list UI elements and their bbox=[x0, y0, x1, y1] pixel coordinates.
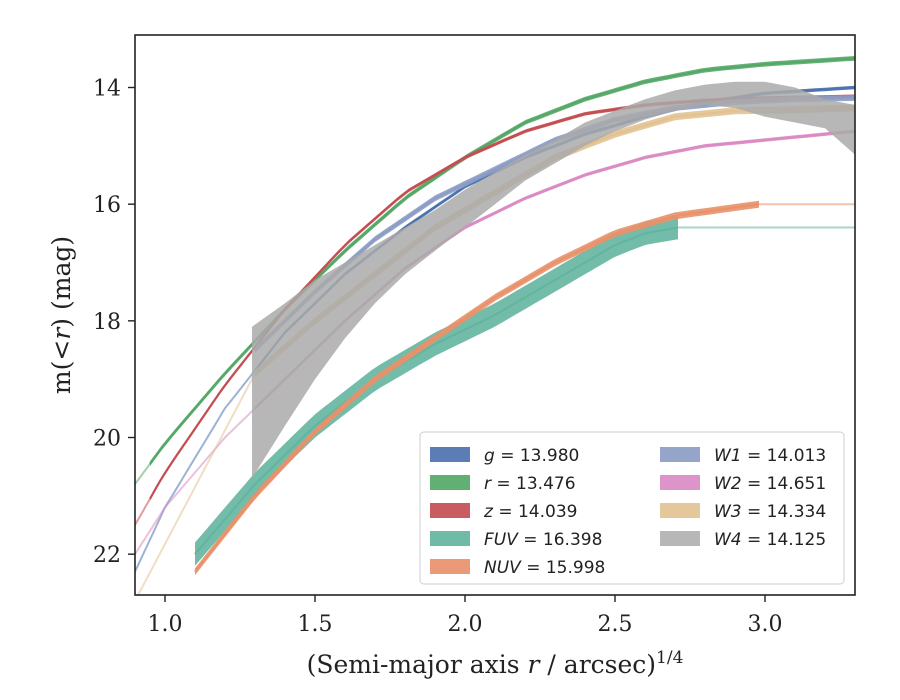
x-axis-label-var: r bbox=[528, 650, 542, 679]
legend-swatch bbox=[660, 503, 700, 518]
legend-entry-w2: W2 = 14.651 bbox=[660, 474, 826, 494]
legend-swatch bbox=[660, 531, 700, 546]
y-tick-label: 22 bbox=[93, 543, 121, 568]
series-nuv bbox=[194, 200, 855, 576]
legend-entry-z: z = 14.039 bbox=[430, 502, 577, 522]
legend-label: FUV = 16.398 bbox=[484, 530, 602, 550]
series-layer bbox=[135, 56, 855, 595]
x-tick-label: 1.5 bbox=[298, 612, 333, 637]
series-z-extrap-start bbox=[135, 498, 151, 526]
legend-entry-w3: W3 = 14.334 bbox=[660, 502, 826, 522]
legend-entry-nuv: NUV = 15.998 bbox=[430, 558, 605, 578]
legend-box bbox=[419, 431, 845, 585]
x-tick-label: 1.0 bbox=[148, 612, 183, 637]
series-w2-extrap-start bbox=[135, 407, 256, 555]
legend-swatch bbox=[430, 447, 470, 462]
series-nuv-line bbox=[194, 203, 760, 573]
legend-swatch bbox=[430, 531, 470, 546]
series-fuv bbox=[194, 215, 855, 566]
legend-entry-r: r = 13.476 bbox=[430, 474, 576, 494]
x-axis-label-sup: 1/4 bbox=[656, 648, 683, 668]
x-tick-label: 2.0 bbox=[448, 612, 483, 637]
x-tick-label: 2.5 bbox=[598, 612, 633, 637]
x-axis-label-rest: / arcsec) bbox=[539, 650, 656, 679]
y-tick-label: 14 bbox=[93, 77, 121, 102]
series-fuv-band bbox=[195, 215, 678, 566]
legend-label: W2 = 14.651 bbox=[714, 474, 826, 494]
legend-swatch bbox=[430, 559, 470, 574]
x-axis-label: (Semi-major axis r / arcsec)1/4 bbox=[307, 648, 684, 679]
legend-label: NUV = 15.998 bbox=[484, 558, 605, 578]
y-tick-label: 18 bbox=[93, 310, 121, 335]
legend-swatch bbox=[430, 503, 470, 518]
series-r-extrap-start bbox=[135, 463, 151, 485]
x-tick-label: 3.0 bbox=[748, 612, 783, 637]
legend-swatch bbox=[660, 447, 700, 462]
series-w4 bbox=[252, 81, 855, 479]
legend-label: g = 13.980 bbox=[484, 446, 579, 466]
plot-frame bbox=[134, 34, 856, 596]
y-axis-label: m(<r) (mag) bbox=[47, 236, 76, 394]
y-axis-label-var: r bbox=[47, 326, 76, 340]
legend-label: W4 = 14.125 bbox=[714, 530, 826, 550]
legend-label: W1 = 14.013 bbox=[714, 446, 826, 466]
legend-label: r = 13.476 bbox=[484, 474, 576, 494]
series-w4-band bbox=[252, 81, 855, 479]
legend: g = 13.980 r = 13.476 z = 14.039 FUV = 16.3… bbox=[419, 431, 845, 585]
y-axis-label-rest: ) (mag) bbox=[47, 236, 76, 328]
legend-label: z = 14.039 bbox=[483, 502, 577, 522]
legend-entry-w1: W1 = 14.013 bbox=[660, 446, 826, 466]
legend-entry-fuv: FUV = 16.398 bbox=[430, 530, 602, 550]
series-g-extrap-start bbox=[135, 369, 256, 573]
ticks-layer: 1.0 1.5 2.0 2.5 3.0 14 16 18 20 22 bbox=[93, 77, 783, 638]
series-w3-extrap-start bbox=[136, 372, 256, 595]
series-fuv-line bbox=[194, 226, 679, 555]
legend-swatch bbox=[430, 475, 470, 490]
y-axis-label-main: m(< bbox=[47, 340, 76, 394]
legend-label: W3 = 14.334 bbox=[714, 502, 826, 522]
legend-entry-g: g = 13.980 bbox=[430, 446, 579, 466]
y-tick-label: 16 bbox=[93, 193, 121, 218]
y-tick-label: 20 bbox=[93, 427, 121, 452]
legend-entry-w4: W4 = 14.125 bbox=[660, 530, 826, 550]
x-axis-label-main: (Semi-major axis bbox=[307, 650, 528, 679]
legend-swatch bbox=[660, 475, 700, 490]
